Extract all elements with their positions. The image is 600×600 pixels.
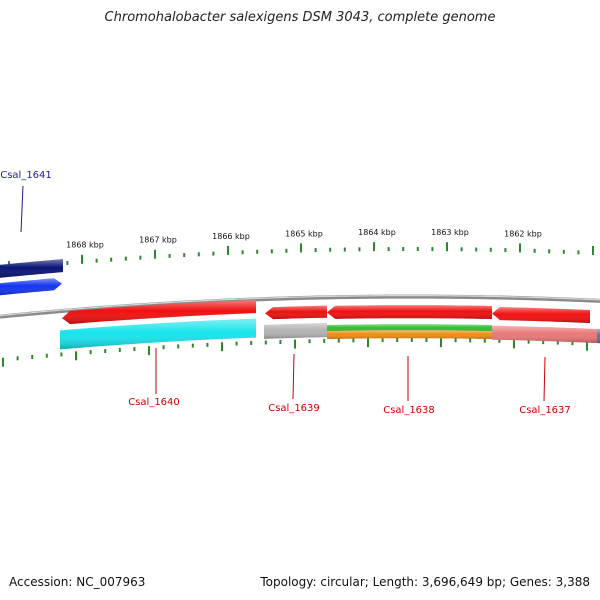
gene-label-leader (292, 353, 295, 400)
ruler-label: 1868 kbp (66, 241, 104, 250)
genome-backbone-highlight (0, 295, 600, 317)
gene-red-1638-shading (327, 305, 492, 319)
ruler-label: 1866 kbp (212, 232, 250, 241)
gene-labels: Csal_1641 Csal_1640 Csal_1639 Csal_1638 Csal… (0, 170, 571, 416)
gene-red-1640-shading (62, 300, 256, 325)
ruler-labels: 1868 kbp 1867 kbp 1866 kbp 1865 kbp 1864 kbp… (66, 228, 542, 250)
genome-backbone (0, 294, 600, 319)
cds-pink-1637-shading (492, 325, 597, 344)
cds-orange-1638-shading (327, 330, 492, 340)
gene-label: Csal_1637 (519, 405, 571, 416)
gene-label: Csal_1641 (0, 170, 52, 181)
cds-blue-shading (0, 278, 62, 296)
cds-grey-1639-shading (264, 323, 327, 339)
gene-label: Csal_1639 (268, 403, 320, 414)
gene-label: Csal_1638 (383, 405, 435, 416)
feature-track (0, 259, 600, 350)
ruler-label: 1862 kbp (504, 230, 542, 239)
gene-label-leader (20, 185, 24, 233)
ruler-label: 1864 kbp (358, 228, 396, 237)
genome-title: Chromohalobacter salexigens DSM 3043, co… (104, 10, 496, 25)
gene-dark-blue-shading (0, 259, 63, 278)
accession: Accession: NC_007963 (9, 575, 146, 589)
cds-cyan-1640-shading (60, 318, 256, 350)
ruler-label: 1867 kbp (139, 236, 177, 245)
cds-green-1638-shading (327, 324, 492, 333)
gene-red-1637-shading (492, 307, 590, 324)
ruler-label: 1863 kbp (431, 228, 469, 237)
genome-summary: Topology: circular; Length: 3,696,649 bp… (260, 575, 590, 589)
ruler-label: 1865 kbp (285, 229, 323, 238)
gene-red-1639-shading (265, 305, 327, 320)
gene-label-leader (543, 356, 546, 402)
cds-steel-edge-shading (597, 329, 600, 344)
gene-label: Csal_1640 (128, 397, 180, 408)
